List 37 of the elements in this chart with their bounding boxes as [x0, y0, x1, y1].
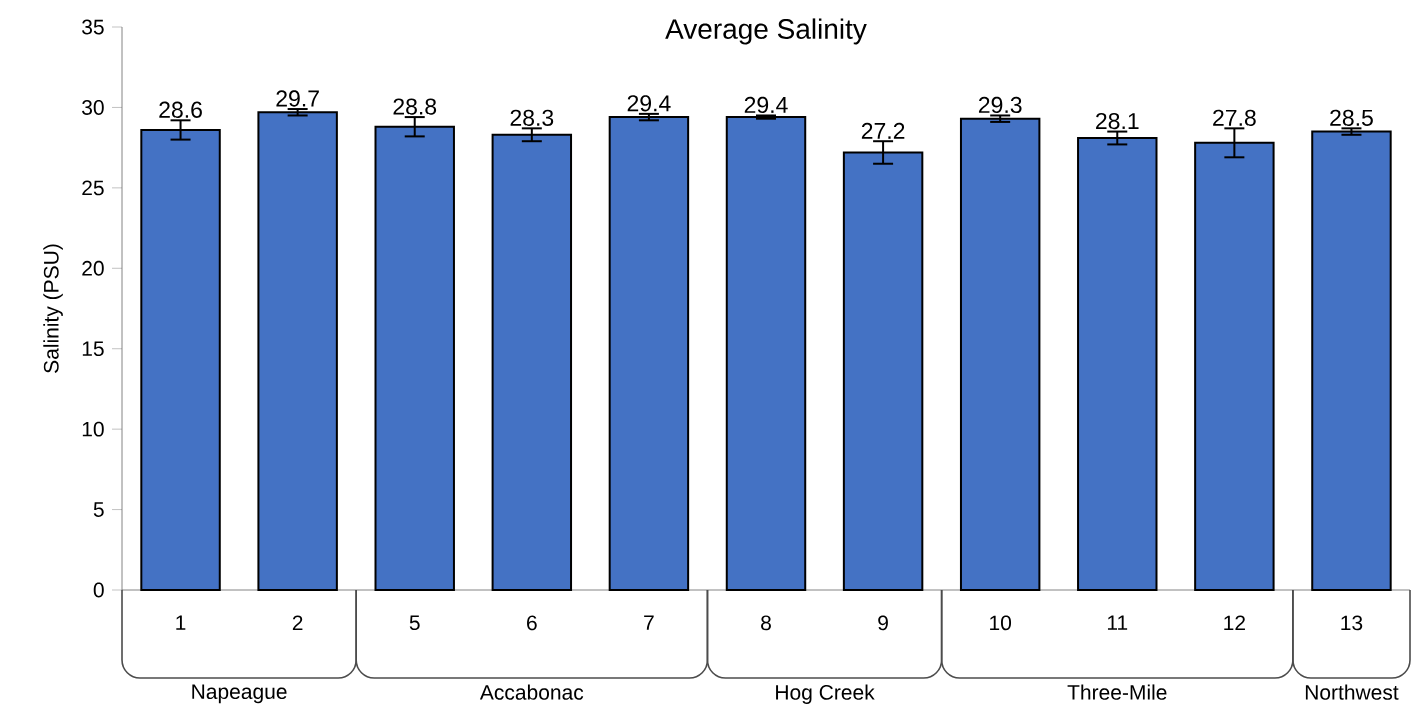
x-tick-label: 2	[292, 615, 303, 631]
text: Three-Mile	[1067, 684, 1167, 700]
data-label: 28.8	[393, 98, 437, 115]
y-tick-label: 35	[82, 19, 104, 35]
text: Napeague	[192, 684, 287, 704]
chart-title: Average Salinity	[665, 18, 867, 45]
text: Accabonac	[479, 684, 584, 700]
y-tick-label: 10	[82, 421, 104, 437]
x-tick-label: 13	[1341, 615, 1363, 631]
data-label: 29.4	[627, 95, 671, 112]
x-tick-label: 8	[761, 615, 771, 631]
x-tick-label: 12	[1224, 615, 1245, 631]
data-label: 28.3	[510, 109, 554, 126]
y-axis-title: Salinity (PSU)	[43, 244, 63, 373]
x-tick-label: 5	[409, 615, 420, 631]
data-label: 28.6	[159, 101, 202, 118]
text: Northwest	[1305, 684, 1399, 700]
y-tick-label: 20	[82, 260, 104, 276]
data-label: 29.3	[978, 96, 1022, 114]
x-tick-label: 11	[1107, 615, 1128, 630]
y-tick-label: 0	[93, 582, 104, 598]
y-tick-label: 30	[82, 100, 104, 115]
y-tick-label: 5	[93, 502, 104, 517]
data-label: 29.4	[744, 96, 788, 114]
data-label: 28.1	[1096, 112, 1139, 130]
x-tick-label: 1	[176, 615, 186, 630]
x-tick-label: 7	[644, 615, 654, 630]
data-label: 27.2	[861, 122, 905, 139]
text: Hog Creek	[776, 684, 875, 704]
x-tick-label: 10	[990, 615, 1012, 631]
data-label: 29.7	[276, 90, 319, 107]
y-tick-label: 15	[82, 341, 104, 357]
data-label: 27.8	[1213, 109, 1256, 126]
x-tick-label: 9	[878, 615, 888, 631]
y-tick-label: 25	[82, 180, 104, 196]
data-label: 28.5	[1330, 109, 1373, 126]
x-tick-label: 6	[527, 615, 537, 631]
